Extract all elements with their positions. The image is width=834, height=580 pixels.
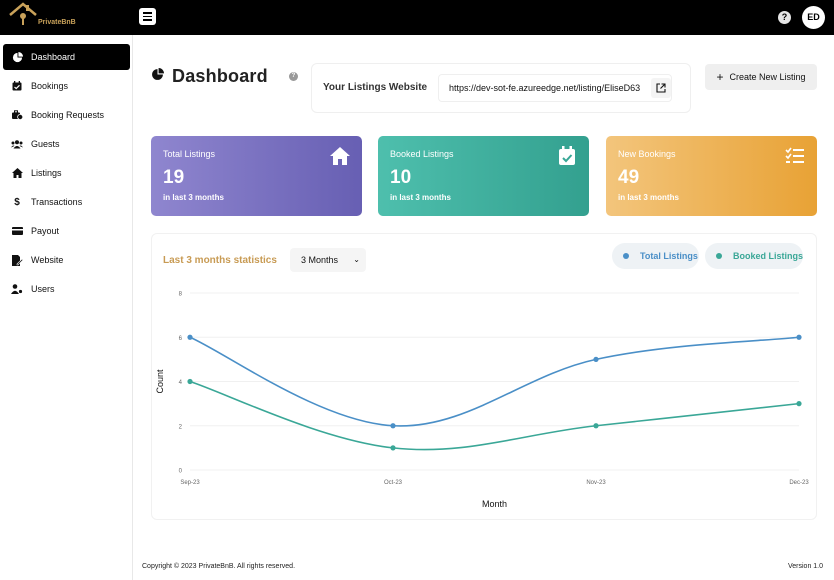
hamburger-icon <box>143 12 152 14</box>
user-gear-icon <box>11 283 23 295</box>
external-link-icon <box>656 83 666 93</box>
stat-card-booked-listings: Booked Listings 10 in last 3 months <box>378 136 589 216</box>
help-button[interactable]: ? <box>778 11 791 24</box>
briefcase-clock-icon <box>11 109 23 121</box>
top-bar: PrivateBnB ? ED <box>0 0 834 35</box>
create-listing-label: Create New Listing <box>729 72 806 82</box>
card-subtitle: in last 3 months <box>163 193 224 202</box>
plus-icon: + <box>716 70 724 84</box>
open-website-button[interactable] <box>651 78 671 98</box>
sidebar-item-transactions[interactable]: $ Transactions <box>3 189 130 215</box>
page-title: Dashboard <box>151 66 268 87</box>
website-url-field[interactable]: https://dev-sot-fe.azureedge.net/listing… <box>438 74 672 102</box>
checklist-icon <box>785 147 804 163</box>
copyright-text: Copyright © 2023 PrivateBnB. All rights … <box>142 563 296 570</box>
sidebar: Dashboard Bookings Booking Requests Gues… <box>0 35 133 580</box>
sidebar-item-listings[interactable]: Listings <box>3 160 130 186</box>
chevron-down-icon: ⌄ <box>353 255 360 264</box>
sidebar-item-label: Transactions <box>31 197 83 207</box>
data-point <box>796 334 802 340</box>
data-point <box>593 356 599 362</box>
card-subtitle: in last 3 months <box>390 193 451 202</box>
data-point <box>187 378 193 385</box>
legend-booked-listings[interactable]: Booked Listings <box>705 243 803 269</box>
sidebar-item-payout[interactable]: Payout <box>3 218 130 244</box>
calendar-check-icon <box>11 80 23 92</box>
line-chart: 0 2 4 6 8 Sep-23 Oct-23 Nov-23 Dec-23 Month Count <box>155 292 809 510</box>
card-subtitle: in last 3 months <box>618 193 679 202</box>
sidebar-item-label: Guests <box>31 139 60 149</box>
data-point <box>187 334 193 340</box>
pie-chart-icon <box>151 67 164 86</box>
card-title: New Bookings <box>618 149 676 159</box>
stat-card-new-bookings: New Bookings 49 in last 3 months <box>606 136 817 216</box>
data-point <box>390 423 396 429</box>
pie-chart-icon <box>11 51 23 63</box>
menu-toggle-button[interactable] <box>139 8 156 25</box>
y-axis-title: Count <box>155 369 165 394</box>
range-select-value: 3 Months <box>301 255 339 265</box>
data-point <box>593 423 599 429</box>
x-tick-label: Sep-23 <box>180 480 200 486</box>
sidebar-item-guests[interactable]: Guests <box>3 131 130 157</box>
sidebar-item-label: Website <box>31 255 64 265</box>
home-icon <box>11 167 23 179</box>
card-value: 49 <box>618 167 640 188</box>
sidebar-item-dashboard[interactable]: Dashboard <box>3 44 130 70</box>
x-tick-label: Oct-23 <box>384 480 403 486</box>
card-value: 10 <box>390 167 412 188</box>
sidebar-item-label: Booking Requests <box>31 110 105 120</box>
create-listing-button[interactable]: + Create New Listing <box>705 64 817 90</box>
sidebar-item-label: Bookings <box>31 81 69 91</box>
legend-dot <box>716 253 722 259</box>
home-icon <box>330 147 350 165</box>
brand-name: PrivateBnB <box>38 19 76 26</box>
stat-card-total-listings: Total Listings 19 in last 3 months <box>151 136 362 216</box>
calendar-check-icon <box>559 146 575 165</box>
y-tick-label: 6 <box>179 336 183 342</box>
data-point <box>390 445 396 451</box>
sidebar-item-bookings[interactable]: Bookings <box>3 73 130 99</box>
credit-card-icon <box>11 225 23 237</box>
data-point <box>796 401 802 407</box>
sidebar-item-label: Dashboard <box>31 52 76 62</box>
legend-label: Booked Listings <box>733 251 804 261</box>
users-icon <box>11 138 23 150</box>
dollar-icon: $ <box>14 196 20 208</box>
sidebar-item-label: Listings <box>31 168 62 178</box>
house-logo-icon <box>9 2 37 25</box>
statistics-panel: Last 3 months statistics 3 Months ⌄ Tota… <box>151 233 817 520</box>
range-select[interactable]: 3 Months ⌄ <box>290 248 366 272</box>
sidebar-item-website[interactable]: Website <box>3 247 130 273</box>
version-text: Version 1.0 <box>788 563 824 570</box>
sidebar-item-users[interactable]: Users <box>3 276 130 302</box>
avatar[interactable]: ED <box>802 6 825 29</box>
x-axis-title: Month <box>482 499 507 509</box>
sidebar-item-label: Payout <box>31 226 60 236</box>
sidebar-item-label: Users <box>31 284 55 294</box>
file-edit-icon <box>11 254 23 266</box>
sidebar-item-booking-requests[interactable]: Booking Requests <box>3 102 130 128</box>
series-line-booked-listings <box>189 380 800 451</box>
brand-logo[interactable]: PrivateBnB <box>8 2 76 32</box>
y-tick-label: 2 <box>179 424 183 430</box>
listings-website-box: Your Listings Website https://dev-sot-fe… <box>311 63 691 113</box>
legend-label: Total Listings <box>640 251 698 261</box>
legend-dot <box>623 253 629 259</box>
chart-title: Last 3 months statistics <box>163 255 277 266</box>
card-title: Total Listings <box>163 149 216 159</box>
legend-total-listings[interactable]: Total Listings <box>612 243 699 269</box>
series-line-total-listings <box>189 336 800 427</box>
x-tick-label: Nov-23 <box>586 480 606 486</box>
website-label: Your Listings Website <box>323 82 428 93</box>
y-tick-label: 4 <box>179 380 183 386</box>
page-help-icon[interactable]: ? <box>289 72 298 81</box>
y-tick-label: 8 <box>179 292 183 298</box>
x-tick-label: Dec-23 <box>789 480 809 486</box>
y-tick-label: 0 <box>179 469 183 475</box>
card-value: 19 <box>163 167 185 188</box>
page-title-text: Dashboard <box>172 66 268 86</box>
card-title: Booked Listings <box>390 149 454 159</box>
